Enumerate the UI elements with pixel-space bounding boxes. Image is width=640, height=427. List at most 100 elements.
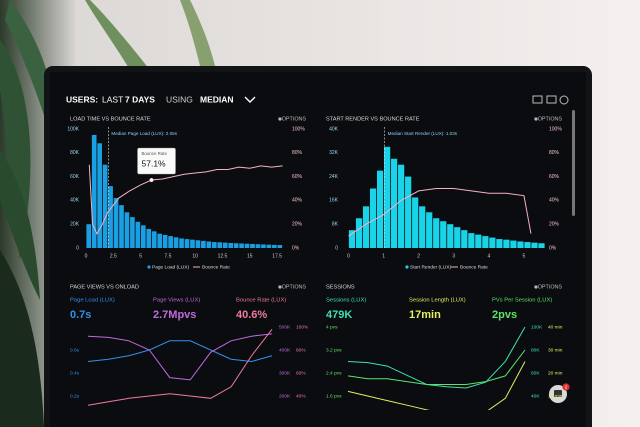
panel-title: SESSIONS xyxy=(326,284,355,290)
histogram-bar xyxy=(195,240,201,248)
kpi-value: 2.7Mpvs xyxy=(153,309,196,321)
y-tick-label: 0.2s xyxy=(70,393,80,399)
histogram-bar xyxy=(405,176,412,248)
histogram-bar xyxy=(376,170,384,248)
histogram-bar xyxy=(468,233,475,248)
header-period-prefix: LAST xyxy=(102,94,123,104)
panel-title: LOAD TIME VS BOUNCE RATE xyxy=(70,116,151,122)
histogram-bar xyxy=(162,234,168,248)
x-tick-label: 2.5 xyxy=(110,253,117,259)
histogram-bar xyxy=(531,242,538,248)
y-tick-label: 8K xyxy=(332,222,339,228)
histogram-bar xyxy=(447,224,454,248)
histogram-bar xyxy=(369,188,377,248)
histogram-bar xyxy=(266,244,272,248)
kpi-label: Bounce Rate (LUX) xyxy=(236,298,286,304)
icon-chart[interactable] xyxy=(546,95,557,104)
y2-tick-label: 300K xyxy=(279,370,291,376)
kpi-value: 0.7s xyxy=(70,309,91,321)
histogram-bar xyxy=(461,230,468,248)
histogram-bar xyxy=(348,230,356,248)
histogram-bar xyxy=(211,242,217,248)
line-series xyxy=(347,326,526,389)
x-tick-label: 3 xyxy=(452,253,455,259)
histogram-bar xyxy=(97,143,102,248)
panel-options[interactable]: OPTIONS xyxy=(538,284,563,290)
histogram-bar xyxy=(426,212,433,248)
y-tick-label: 20K xyxy=(70,222,80,228)
histogram-bar xyxy=(228,243,234,248)
icon-monitor[interactable] xyxy=(532,95,543,104)
dropdown-chevron[interactable] xyxy=(244,96,256,103)
kpi-label: Page Views (LUX) xyxy=(153,298,200,304)
median-label: Median Start Render (LUX): 1.03s xyxy=(388,131,458,136)
y2-tick-label: 20% xyxy=(292,222,303,228)
y-tick-label: 24K xyxy=(329,174,339,180)
y3-tick-label: 10 min xyxy=(548,393,563,399)
x-tick-label: 5 xyxy=(139,253,142,259)
histogram-bar xyxy=(419,206,426,248)
y2-tick-label: 500K xyxy=(279,324,291,330)
options-icon xyxy=(534,285,538,289)
x-tick-label: 4 xyxy=(487,253,490,259)
x-tick-label: 2 xyxy=(417,253,420,259)
histogram-bar xyxy=(383,146,391,248)
y2-tick-label: 40% xyxy=(292,198,303,204)
histogram-bar xyxy=(391,158,398,248)
options-icon xyxy=(534,117,538,121)
scrollbar[interactable] xyxy=(572,110,575,216)
histogram-bar xyxy=(433,218,440,248)
y-tick-label: 3.2 pvs xyxy=(326,347,342,353)
kpi-label: Session Length (LUX) xyxy=(409,298,466,304)
histogram-bar xyxy=(91,134,97,248)
icon-help[interactable] xyxy=(559,95,569,105)
panel-options[interactable]: OPTIONS xyxy=(538,116,563,122)
histogram-bar xyxy=(135,221,141,248)
y-tick-label: 32K xyxy=(329,150,339,156)
y2-tick-label: 60% xyxy=(292,174,303,180)
y-tick-label: 0.6s xyxy=(70,347,80,353)
y2-tick-label: 80% xyxy=(292,150,303,156)
x-tick-label: 1 xyxy=(382,253,385,259)
histogram-bar xyxy=(140,225,146,248)
header-period[interactable]: 7 DAYS xyxy=(125,94,155,104)
histogram-bar xyxy=(119,205,124,248)
histogram-bar xyxy=(184,239,190,248)
histogram-bar xyxy=(489,237,496,248)
histogram-bar xyxy=(168,236,173,248)
x-tick-label: 7.5 xyxy=(164,253,171,259)
y2-tick-label: 40% xyxy=(549,198,560,204)
histogram-bar xyxy=(255,244,261,248)
y2-tick-label: 400K xyxy=(279,347,291,353)
x-tick-label: 10 xyxy=(192,253,198,259)
y3-tick-label: 40 min xyxy=(548,324,563,330)
kpi-label: Sessions (LUX) xyxy=(326,298,366,304)
y2-tick-label: 0% xyxy=(549,245,557,251)
panel-title: START RENDER VS BOUNCE RATE xyxy=(326,116,420,122)
x-tick-label: 12.5 xyxy=(218,253,228,259)
line-series xyxy=(87,340,273,363)
legend-label: Start Render (LUX) xyxy=(410,264,451,270)
y-tick-label: 0.4s xyxy=(70,370,80,376)
histogram-bar xyxy=(124,212,130,248)
histogram-bar xyxy=(355,218,363,248)
header-using: USING xyxy=(166,94,193,104)
histogram-bar xyxy=(261,244,266,248)
histogram-bar xyxy=(244,243,250,248)
histogram-bar xyxy=(102,164,108,248)
header-method[interactable]: MEDIAN xyxy=(200,94,234,104)
kpi-label: PVs Per Session (LUX) xyxy=(492,298,552,304)
line-series xyxy=(348,188,532,237)
plot-area xyxy=(87,328,273,406)
panel-options[interactable]: OPTIONS xyxy=(282,284,307,290)
x-tick-label: 15 xyxy=(247,253,253,259)
y-tick-label: 16K xyxy=(329,198,339,204)
histogram-bar xyxy=(113,198,119,248)
y3-tick-label: 30 min xyxy=(548,347,563,353)
tooltip-value: 57.1% xyxy=(142,158,167,168)
median-label: Median Page Load (LUX): 2.05s xyxy=(111,131,177,136)
panel-options[interactable]: OPTIONS xyxy=(282,116,307,122)
histogram-bar xyxy=(108,186,113,248)
legend-label: Page Load (LUX) xyxy=(152,264,189,270)
